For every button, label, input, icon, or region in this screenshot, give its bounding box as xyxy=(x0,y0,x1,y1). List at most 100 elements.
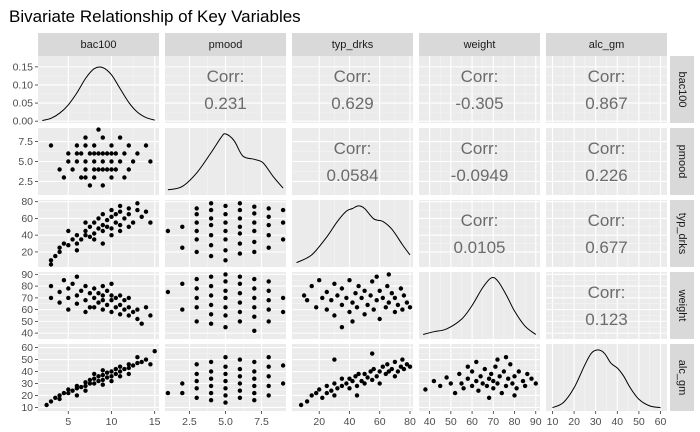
scatter-point xyxy=(457,371,462,377)
scatter-point xyxy=(512,374,517,379)
scatter-point xyxy=(117,312,123,317)
scatter-point xyxy=(266,214,271,219)
x-tick-label: 40 xyxy=(611,416,623,428)
scatter-point xyxy=(194,295,199,301)
scatter-point xyxy=(48,143,54,148)
x-tick-label: 90 xyxy=(530,416,542,428)
scatter-point xyxy=(448,381,453,386)
scatter-point xyxy=(96,167,101,172)
scatter-point xyxy=(66,307,71,312)
right-strip-background xyxy=(670,200,694,267)
scatter-point xyxy=(92,237,97,242)
scatter-point xyxy=(57,396,62,402)
scatter-point xyxy=(389,291,394,296)
scatter-point xyxy=(423,387,428,392)
scatter-point xyxy=(126,362,131,367)
scatter-point xyxy=(266,307,271,312)
scatter-point xyxy=(252,295,257,301)
scatter-point xyxy=(400,307,405,312)
scatter-point xyxy=(266,393,271,398)
scatter-point xyxy=(400,357,405,362)
scatter-point xyxy=(83,228,88,234)
scatter-point xyxy=(237,309,243,315)
scatter-point xyxy=(223,364,228,369)
scatter-point xyxy=(135,355,140,360)
panel-background xyxy=(292,200,413,267)
scatter-point xyxy=(223,237,228,242)
scatter-point xyxy=(237,207,243,213)
y-tick-label: 70 xyxy=(21,292,33,304)
scatter-point xyxy=(365,302,370,308)
scatter-point xyxy=(208,321,214,326)
scatter-point xyxy=(96,291,101,296)
scatter-point xyxy=(135,151,140,156)
scatter-point xyxy=(208,283,214,289)
x-tick-label: 80 xyxy=(404,416,416,428)
scatter-point xyxy=(126,143,131,148)
scatter-point xyxy=(100,159,106,164)
scatter-point xyxy=(404,300,410,305)
scatter-point xyxy=(92,381,97,386)
scatter-point xyxy=(57,249,62,255)
scatter-point xyxy=(398,364,404,369)
scatter-point xyxy=(180,307,185,312)
scatter-point xyxy=(237,366,243,372)
scatter-point xyxy=(223,272,228,277)
scatter-point xyxy=(130,159,136,164)
y-tick-label: 10 xyxy=(21,402,33,414)
scatter-point xyxy=(109,378,114,384)
y-tick-label: 60 xyxy=(21,213,33,225)
y-tick-label: 40 xyxy=(21,366,33,378)
scatter-point xyxy=(252,228,257,234)
scatter-point xyxy=(223,288,228,293)
scatter-point xyxy=(223,305,228,310)
scatter-point xyxy=(122,307,127,312)
scatter-point xyxy=(324,383,329,389)
scatter-point xyxy=(223,203,228,209)
scatter-point xyxy=(194,228,199,234)
scatter-point xyxy=(74,143,80,148)
scatter-point xyxy=(385,283,390,289)
scatter-point xyxy=(354,383,360,389)
right-strip-background xyxy=(670,128,694,195)
scatter-point xyxy=(252,390,257,396)
panel-grid xyxy=(546,272,667,339)
y-tick-label: 90 xyxy=(21,269,33,281)
x-tick-label: 2.5 xyxy=(182,416,197,428)
scatter-point xyxy=(117,364,123,369)
scatter-point xyxy=(165,289,171,295)
scatter-point xyxy=(370,351,375,356)
scatter-point xyxy=(104,288,110,293)
scatter-point xyxy=(309,393,314,398)
scatter-point xyxy=(252,204,257,209)
scatter-point xyxy=(126,206,131,211)
scatter-point xyxy=(386,369,391,374)
scatter-point xyxy=(83,283,88,289)
right-strip-background xyxy=(670,56,694,123)
density-curve xyxy=(42,66,155,121)
scatter-point xyxy=(314,390,319,396)
y-tick-label: 50 xyxy=(21,316,33,328)
scatter-point xyxy=(401,293,407,298)
corr-label: Corr: xyxy=(461,67,499,86)
scatter-point xyxy=(478,374,483,379)
scatter-point xyxy=(92,376,97,381)
scatter-point xyxy=(122,175,127,180)
scatter-point xyxy=(109,159,114,164)
x-tick-label: 60 xyxy=(374,416,386,428)
scatter-point xyxy=(368,369,373,374)
panel-background xyxy=(38,272,159,339)
scatter-point xyxy=(386,300,391,305)
scatter-point xyxy=(339,302,345,308)
scatter-point xyxy=(362,381,367,386)
scatter-point xyxy=(194,276,199,282)
scatter-point xyxy=(109,374,114,379)
scatter-point xyxy=(117,209,123,214)
scatter-point xyxy=(74,274,80,279)
scatter-point xyxy=(353,374,358,379)
scatter-point xyxy=(57,245,62,250)
scatter-point xyxy=(208,216,214,221)
scatter-point xyxy=(495,381,500,386)
panel-grid xyxy=(419,200,540,267)
y-tick-label: 0.10 xyxy=(13,79,34,91)
